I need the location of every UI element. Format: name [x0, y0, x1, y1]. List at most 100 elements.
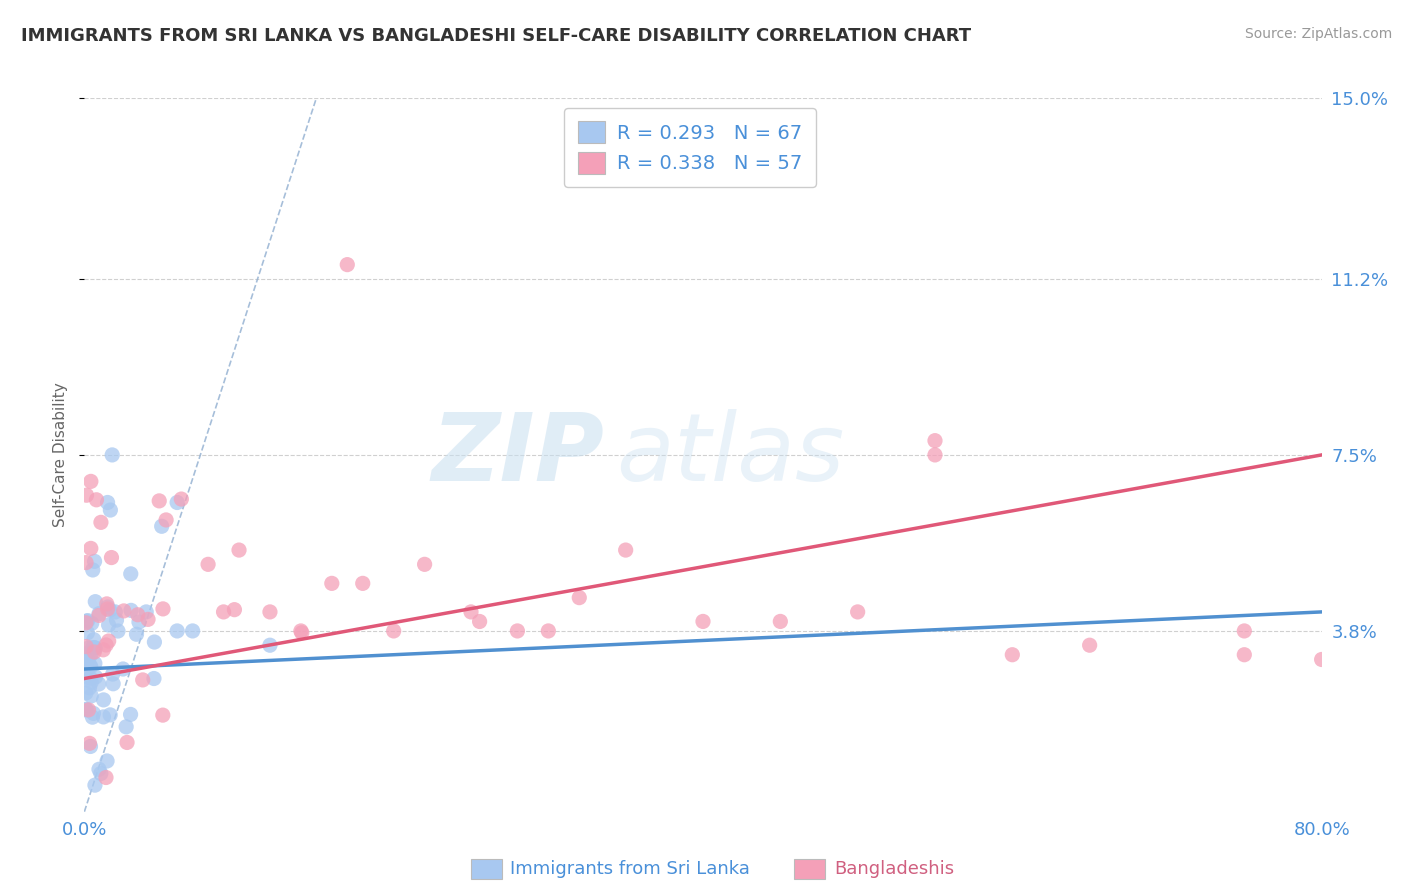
Point: [98, 707, 121, 722]
Point: [506, 624, 529, 638]
Point: [82, 640, 104, 655]
Y-axis label: Self-Care Disability: Self-Care Disability: [52, 383, 67, 527]
Point: [468, 615, 491, 629]
Point: [80, 659, 103, 673]
Point: [259, 638, 281, 652]
Point: [84, 670, 107, 684]
Point: [76, 614, 98, 628]
Point: [166, 624, 188, 638]
Point: [97, 618, 120, 632]
Point: [107, 624, 129, 638]
Point: [152, 708, 174, 723]
Point: [101, 448, 124, 462]
Point: [86, 492, 108, 507]
Point: [75, 657, 97, 672]
Point: [82, 710, 104, 724]
Point: [846, 605, 869, 619]
Point: [924, 448, 946, 462]
Point: [413, 558, 436, 572]
Point: [84, 778, 107, 792]
Legend: R = 0.293   N = 67, R = 0.338   N = 57: R = 0.293 N = 67, R = 0.338 N = 57: [564, 108, 815, 187]
Text: Source: ZipAtlas.com: Source: ZipAtlas.com: [1244, 27, 1392, 41]
Point: [76, 488, 98, 502]
Point: [692, 615, 714, 629]
Point: [352, 576, 374, 591]
Point: [135, 605, 157, 619]
Point: [80, 475, 103, 489]
Point: [128, 615, 150, 629]
Point: [75, 686, 97, 700]
Point: [90, 516, 112, 530]
Point: [87, 608, 110, 623]
Point: [127, 607, 149, 622]
Point: [94, 638, 117, 652]
Point: [76, 625, 98, 640]
Point: [83, 657, 105, 671]
Point: [98, 503, 121, 517]
Point: [75, 662, 97, 676]
Point: [197, 558, 219, 572]
Point: [924, 434, 946, 448]
Point: [101, 677, 124, 691]
Point: [91, 642, 114, 657]
Point: [79, 681, 101, 695]
Point: [93, 693, 115, 707]
Point: [76, 662, 98, 676]
Point: [1078, 638, 1101, 652]
Point: [80, 689, 103, 703]
Point: [84, 595, 107, 609]
Point: [96, 754, 118, 768]
Point: [152, 602, 174, 616]
Point: [97, 600, 120, 615]
Point: [115, 735, 138, 749]
Point: [83, 554, 105, 568]
Point: [96, 602, 118, 616]
Point: [93, 710, 115, 724]
Point: [155, 513, 177, 527]
Text: ZIP: ZIP: [432, 409, 605, 501]
Point: [83, 632, 105, 647]
Point: [143, 635, 166, 649]
Point: [80, 541, 103, 556]
Point: [79, 658, 101, 673]
Point: [87, 762, 110, 776]
Point: [79, 739, 101, 754]
Point: [75, 647, 97, 661]
Point: [291, 625, 314, 640]
Point: [105, 613, 128, 627]
Point: [101, 667, 124, 681]
Point: [75, 556, 97, 570]
Text: IMMIGRANTS FROM SRI LANKA VS BANGLADESHI SELF-CARE DISABILITY CORRELATION CHART: IMMIGRANTS FROM SRI LANKA VS BANGLADESHI…: [21, 27, 972, 45]
Point: [336, 258, 359, 272]
Point: [1233, 624, 1256, 638]
Point: [75, 615, 97, 630]
Point: [1233, 648, 1256, 662]
Point: [120, 707, 142, 722]
Point: [614, 543, 637, 558]
Text: atlas: atlas: [616, 409, 845, 500]
Point: [132, 673, 155, 687]
Point: [87, 607, 110, 621]
Point: [75, 703, 97, 717]
Point: [84, 641, 107, 656]
Point: [77, 653, 100, 667]
Point: [112, 604, 135, 618]
Point: [290, 624, 312, 638]
Point: [181, 624, 204, 638]
Point: [82, 706, 104, 721]
Point: [166, 495, 188, 509]
Point: [75, 702, 97, 716]
Text: Immigrants from Sri Lanka: Immigrants from Sri Lanka: [510, 860, 751, 878]
Point: [212, 605, 235, 619]
Point: [79, 736, 101, 750]
Point: [224, 602, 246, 616]
Point: [148, 494, 170, 508]
Point: [79, 671, 101, 685]
Point: [112, 662, 135, 676]
Point: [76, 614, 98, 628]
Point: [90, 766, 112, 780]
Point: [76, 641, 98, 656]
Point: [143, 672, 166, 686]
Point: [83, 640, 105, 655]
Point: [1310, 652, 1333, 666]
